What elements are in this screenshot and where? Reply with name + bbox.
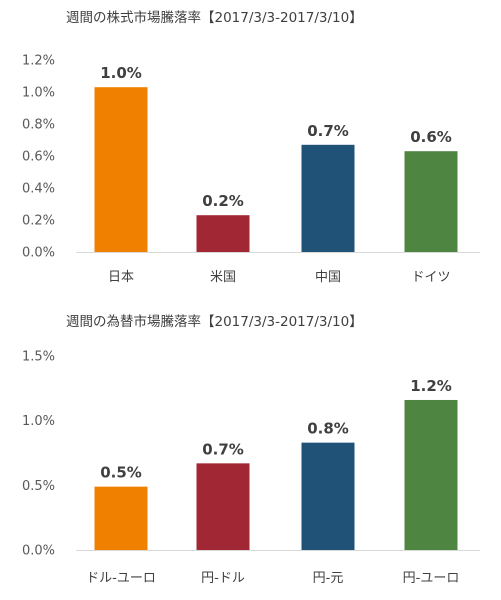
- y-tick-label: 0.6%: [22, 150, 55, 165]
- data-label: 1.0%: [100, 64, 142, 82]
- category-label: 円-元: [313, 571, 344, 586]
- data-label: 0.7%: [307, 122, 349, 140]
- y-tick-label: 0.4%: [22, 182, 55, 197]
- bar: [301, 144, 355, 252]
- bar: [196, 463, 250, 550]
- bar: [404, 399, 458, 550]
- y-tick-label: 1.0%: [22, 414, 55, 429]
- data-label: 0.5%: [100, 464, 142, 482]
- y-tick-label: 0.0%: [22, 246, 55, 261]
- data-labels: 0.5% 0.7% 0.8% 1.2%: [100, 377, 452, 482]
- data-label: 0.8%: [307, 420, 349, 438]
- chart-title: 週間の株式市場騰落率【2017/3/3-2017/3/10】: [66, 9, 363, 26]
- bar: [301, 442, 355, 550]
- bar: [94, 87, 148, 252]
- y-tick-label: 0.2%: [22, 214, 55, 229]
- bars: [94, 399, 458, 550]
- bar: [404, 151, 458, 252]
- y-tick-label: 1.2%: [22, 54, 55, 69]
- bars: [94, 87, 458, 252]
- chart-title: 週間の為替市場騰落率【2017/3/3-2017/3/10】: [66, 313, 363, 330]
- data-label: 0.2%: [202, 192, 244, 210]
- y-tick-label: 1.0%: [22, 86, 55, 101]
- x-axis: ドル-ユーロ 円-ドル 円-元 円-ユーロ: [86, 571, 459, 586]
- category-label: 日本: [108, 270, 134, 285]
- data-label: 0.7%: [202, 440, 244, 458]
- y-axis: 0.0% 0.2% 0.4% 0.6% 0.8% 1.0% 1.2%: [22, 54, 55, 261]
- category-label: 円-ユーロ: [403, 571, 460, 586]
- data-label: 1.2%: [410, 377, 452, 395]
- stock-market-chart: 週間の株式市場騰落率【2017/3/3-2017/3/10】 0.0%0.2%0…: [22, 9, 480, 285]
- category-label: 円-ドル: [201, 571, 245, 586]
- y-tick-label: 0.5%: [22, 479, 55, 494]
- category-label: 米国: [210, 270, 236, 285]
- y-tick-label: 1.5%: [22, 350, 55, 365]
- y-tick-label: 0.0%: [22, 544, 55, 559]
- y-axis: 0.0% 0.5% 1.0% 1.5%: [22, 350, 55, 559]
- category-label: 中国: [315, 270, 341, 285]
- category-label: ドル-ユーロ: [86, 571, 156, 586]
- bar: [94, 486, 148, 550]
- y-tick-label: 0.8%: [22, 118, 55, 133]
- fx-market-chart: 週間の為替市場騰落率【2017/3/3-2017/3/10】 0.0% 0.5% 1…: [22, 313, 480, 586]
- category-label: ドイツ: [411, 270, 450, 285]
- data-labels: 1.0% 0.2% 0.7% 0.6%: [100, 64, 452, 210]
- x-axis: 日本 米国 中国 ドイツ: [108, 270, 451, 285]
- bar: [196, 215, 250, 252]
- data-label: 0.6%: [410, 128, 452, 146]
